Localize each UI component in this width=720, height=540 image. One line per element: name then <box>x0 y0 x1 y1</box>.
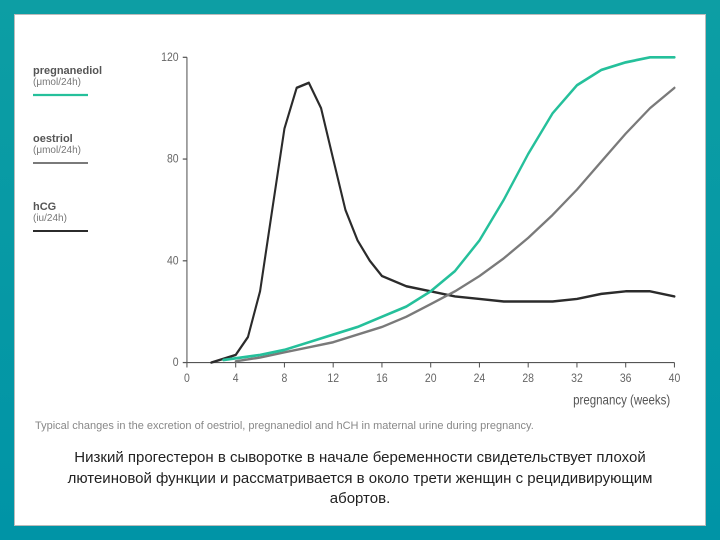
plot: 0 40 80 120 0 4 8 12 16 20 24 28 32 36 40 pregnancy (we… <box>143 45 687 414</box>
chart-area: pregnanediol (μmol/24h) oestriol (μmol/2… <box>33 25 687 414</box>
legend-item-oestriol: oestriol (μmol/24h) <box>33 133 143 171</box>
legend-item-hcg: hCG (iu/24h) <box>33 201 143 239</box>
svg-text:40: 40 <box>167 255 179 268</box>
legend: pregnanediol (μmol/24h) oestriol (μmol/2… <box>33 45 143 414</box>
svg-text:8: 8 <box>282 373 288 386</box>
svg-text:4: 4 <box>233 373 239 386</box>
legend-label: pregnanediol <box>33 65 143 77</box>
svg-text:40: 40 <box>669 373 681 386</box>
legend-label: hCG <box>33 201 143 213</box>
legend-unit: (μmol/24h) <box>33 77 143 88</box>
slide-inner: pregnanediol (μmol/24h) oestriol (μmol/2… <box>14 14 706 526</box>
svg-text:120: 120 <box>161 51 178 64</box>
legend-unit: (μmol/24h) <box>33 145 143 156</box>
svg-text:0: 0 <box>173 357 179 370</box>
svg-text:24: 24 <box>474 373 486 386</box>
legend-swatch <box>33 226 93 236</box>
svg-text:pregnancy (weeks): pregnancy (weeks) <box>573 393 670 408</box>
svg-text:16: 16 <box>376 373 388 386</box>
legend-label: oestriol <box>33 133 143 145</box>
svg-text:0: 0 <box>184 373 190 386</box>
svg-text:28: 28 <box>522 373 534 386</box>
line-chart: 0 40 80 120 0 4 8 12 16 20 24 28 32 36 40 pregnancy (we… <box>143 45 687 414</box>
svg-text:20: 20 <box>425 373 437 386</box>
slide: pregnanediol (μmol/24h) oestriol (μmol/2… <box>0 0 720 540</box>
footer-text: Низкий прогестерон в сыворотке в начале … <box>33 442 687 511</box>
svg-text:32: 32 <box>571 373 583 386</box>
legend-item-pregnanediol: pregnanediol (μmol/24h) <box>33 65 143 103</box>
legend-swatch <box>33 90 93 100</box>
svg-text:80: 80 <box>167 153 179 166</box>
legend-swatch <box>33 158 93 168</box>
svg-text:36: 36 <box>620 373 632 386</box>
chart-caption: Typical changes in the excretion of oest… <box>33 414 687 442</box>
svg-text:12: 12 <box>327 373 339 386</box>
legend-unit: (iu/24h) <box>33 213 143 224</box>
